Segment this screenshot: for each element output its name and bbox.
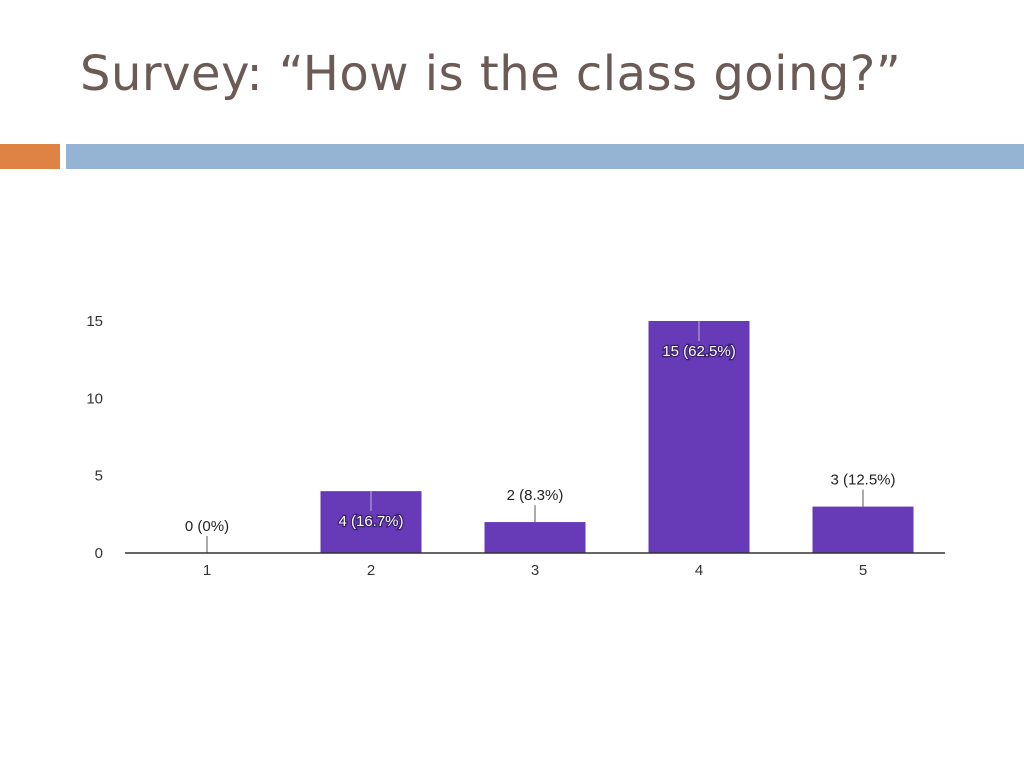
bar bbox=[484, 522, 586, 553]
data-label-leaders bbox=[206, 321, 864, 553]
x-tick-label: 5 bbox=[859, 562, 867, 579]
x-tick-label: 4 bbox=[695, 562, 703, 579]
slide-title: Survey: “How is the class going?” bbox=[80, 46, 902, 102]
data-labels: 0 (0%) 4 (16.7%) 2 (8.3%) 15 (62.5%) 3 (12.5… bbox=[185, 342, 896, 535]
y-axis-ticks: 0 5 10 15 bbox=[86, 313, 103, 562]
data-label: 0 (0%) bbox=[185, 518, 229, 535]
x-axis-ticks: 1 2 3 4 5 bbox=[203, 562, 867, 579]
x-tick-label: 1 bbox=[203, 562, 211, 579]
data-label: 2 (8.3%) bbox=[507, 487, 564, 504]
x-tick-label: 3 bbox=[531, 562, 539, 579]
y-tick-label: 15 bbox=[86, 313, 103, 330]
y-tick-label: 5 bbox=[95, 468, 103, 485]
bars bbox=[320, 321, 914, 553]
y-tick-label: 10 bbox=[86, 390, 103, 407]
x-tick-label: 2 bbox=[367, 562, 375, 579]
bar bbox=[812, 506, 914, 553]
data-label: 3 (12.5%) bbox=[830, 472, 895, 489]
accent-bar-orange bbox=[0, 144, 60, 169]
data-label: 15 (62.5%) bbox=[662, 343, 735, 360]
bar bbox=[648, 321, 750, 553]
y-tick-label: 0 bbox=[95, 545, 103, 562]
data-label: 4 (16.7%) bbox=[338, 513, 403, 530]
accent-bar-blue bbox=[66, 144, 1024, 169]
